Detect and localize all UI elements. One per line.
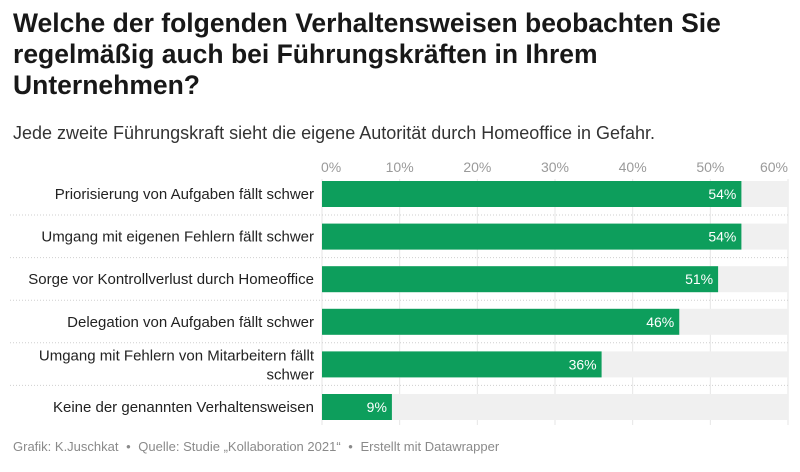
bar <box>322 223 742 250</box>
x-axis-ticks: 0% 10% 20% 30% 40% 50% 60% <box>321 159 788 175</box>
bar-value-label: 51% <box>685 271 713 287</box>
bar-value-label: 9% <box>367 399 387 415</box>
category-label: Sorge vor Kontrollverlust durch Homeoffi… <box>28 271 314 288</box>
bar <box>322 308 680 335</box>
bar-row: 54% Priorisierung von Aufgaben fällt schw… <box>10 181 788 216</box>
bar-row: 46% Delegation von Aufgaben fällt schwer <box>10 308 788 344</box>
bar-value-label: 36% <box>569 356 597 372</box>
chart-footer: Grafik: K.Juschkat • Quelle: Studie „Kol… <box>13 439 499 454</box>
x-tick-label: 0% <box>321 159 341 175</box>
x-tick-label: 10% <box>386 159 414 175</box>
chart-title: Welche der folgenden Verhaltensweisen be… <box>13 8 721 100</box>
category-label-line: Umgang mit Fehlern von Mitarbeitern fäll… <box>39 347 315 364</box>
bar-value-label: 54% <box>708 229 736 245</box>
category-label: Umgang mit eigenen Fehlern fällt schwer <box>41 229 314 246</box>
bar-row: 36% Umgang mit Fehlern von Mitarbeitern f… <box>10 347 788 386</box>
x-tick-label: 40% <box>619 159 647 175</box>
category-label: Umgang mit Fehlern von Mitarbeitern fäll… <box>39 347 315 383</box>
bar-row: 51% Sorge vor Kontrollverlust durch Homeo… <box>10 266 788 301</box>
category-label: Priorisierung von Aufgaben fällt schwer <box>55 186 314 203</box>
bar <box>322 394 392 420</box>
x-tick-label: 50% <box>696 159 724 175</box>
footer-credit: Grafik: K.Juschkat <box>13 439 119 454</box>
category-label-line: schwer <box>266 366 314 383</box>
footer-source: Quelle: Studie „Kollaboration 2021“ <box>138 439 341 454</box>
bar-track <box>322 394 788 420</box>
footer-separator: • <box>348 439 353 454</box>
chart-subtitle: Jede zweite Führungskraft sieht die eige… <box>13 123 656 143</box>
bar-value-label: 54% <box>708 186 736 202</box>
x-tick-label: 20% <box>463 159 491 175</box>
bar <box>322 351 602 378</box>
x-tick-label: 60% <box>760 159 788 175</box>
bar-value-label: 46% <box>646 314 674 330</box>
x-tick-label: 30% <box>541 159 569 175</box>
category-label: Keine der genannten Verhaltensweisen <box>53 399 314 416</box>
bar-row: 54% Umgang mit eigenen Fehlern fällt schw… <box>10 223 788 259</box>
bar <box>322 266 719 293</box>
bars: 54% Priorisierung von Aufgaben fällt schw… <box>10 181 788 420</box>
bar-chart: 0% 10% 20% 30% 40% 50% 60% 54% Priorisierung vo… <box>10 159 789 425</box>
footer-separator: • <box>126 439 131 454</box>
footer-tool: Erstellt mit Datawrapper <box>360 439 500 454</box>
bar <box>322 181 742 207</box>
bar-row: 9% Keine der genannten Verhaltensweisen <box>53 394 788 420</box>
grid-lines <box>321 179 789 425</box>
category-label: Delegation von Aufgaben fällt schwer <box>67 314 314 331</box>
